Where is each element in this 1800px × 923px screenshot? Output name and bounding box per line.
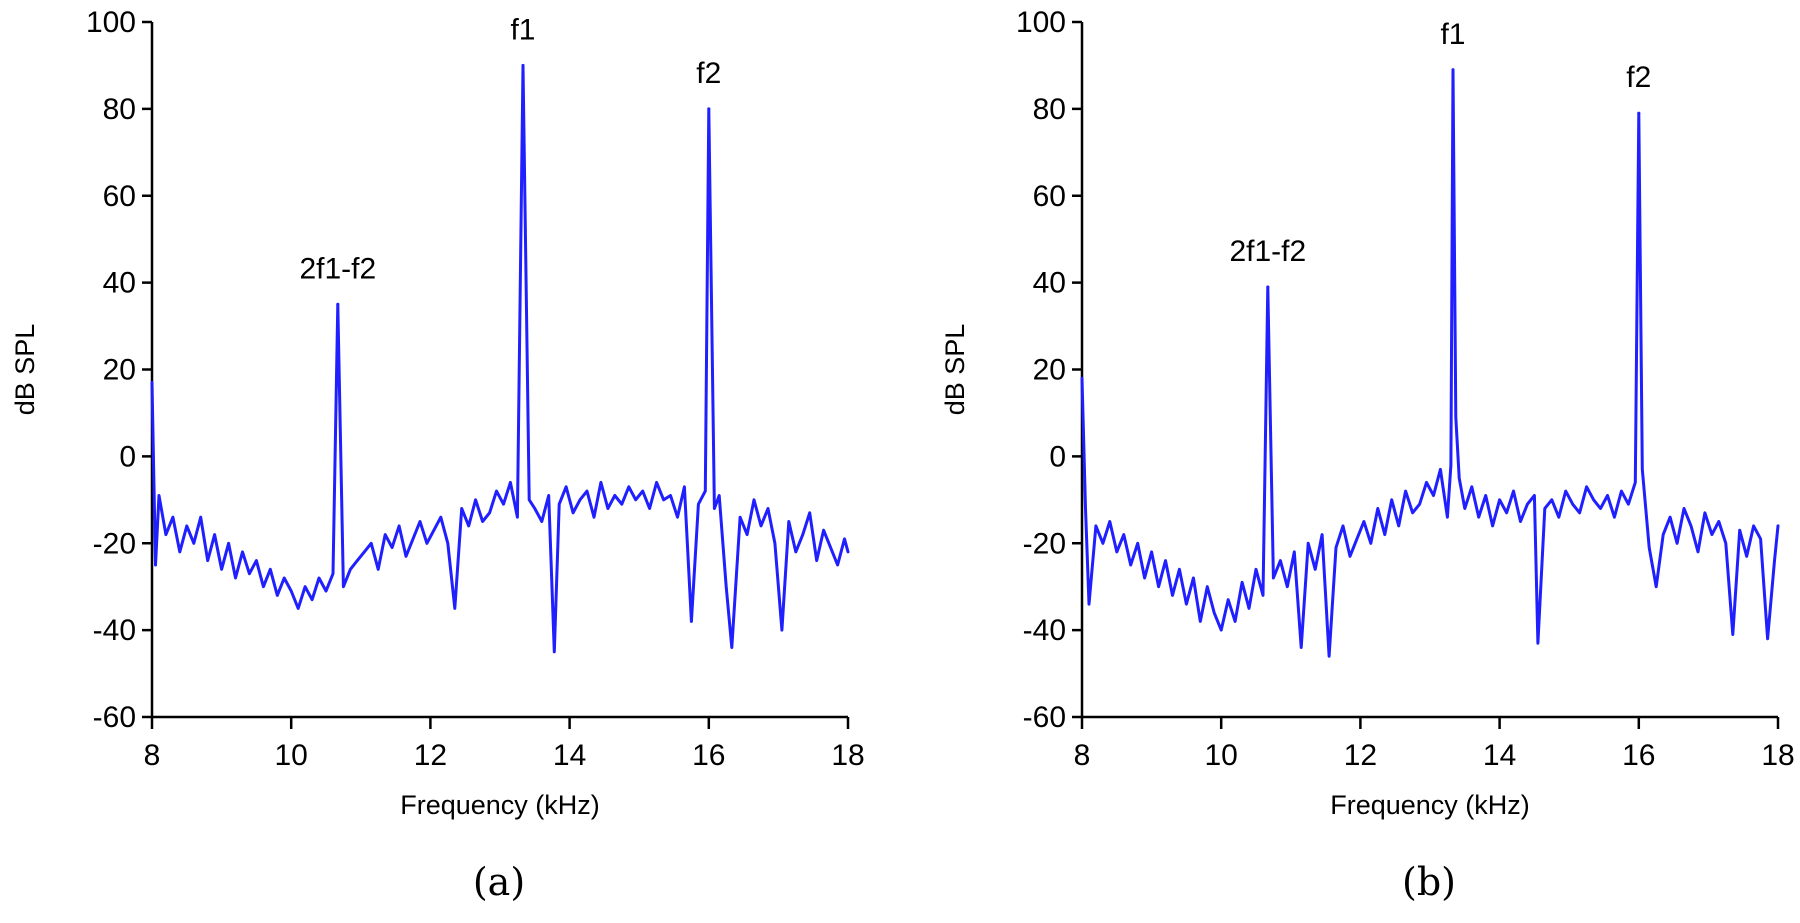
peak-annotation: 2f1-f2 xyxy=(299,252,376,285)
panel-label: (a) xyxy=(473,860,525,904)
y-tick-label: 20 xyxy=(103,354,136,387)
spectrum-line xyxy=(1080,68,1780,658)
y-axis-label: dB SPL xyxy=(10,324,40,416)
panel-label: (b) xyxy=(1402,860,1456,904)
peak-annotation: f2 xyxy=(1626,61,1651,94)
x-tick-label: 10 xyxy=(1205,739,1238,772)
x-tick-label: 12 xyxy=(1344,739,1377,772)
y-tick-label: -20 xyxy=(1023,527,1066,560)
y-tick-label: 80 xyxy=(103,93,136,126)
peak-point xyxy=(521,63,525,67)
y-tick-label: 60 xyxy=(1033,180,1066,213)
peak-point xyxy=(1637,111,1641,115)
peak-point xyxy=(707,107,711,111)
y-tick-label: 100 xyxy=(86,6,136,39)
x-tick-label: 18 xyxy=(1761,739,1794,772)
x-tick-label: 8 xyxy=(144,739,161,772)
peak-point xyxy=(1266,285,1270,289)
x-tick-label: 16 xyxy=(1622,739,1655,772)
y-tick-label: 40 xyxy=(103,267,136,300)
peak-point xyxy=(1080,376,1084,380)
y-tick-label: -60 xyxy=(93,701,136,734)
y-tick-label: -60 xyxy=(1023,701,1066,734)
y-tick-label: 0 xyxy=(119,440,136,473)
chart-panel-b: -60 -40 -20 0 20 40 60 80 100 8 10 12 14 16 18 Frequenc… xyxy=(940,6,1795,904)
y-tick-label: -20 xyxy=(93,527,136,560)
x-tick-label: 18 xyxy=(831,739,864,772)
peak-point xyxy=(1451,68,1455,72)
x-tick-label: 12 xyxy=(414,739,447,772)
x-tick-label: 16 xyxy=(692,739,725,772)
y-tick-label: 40 xyxy=(1033,267,1066,300)
y-tick-label: 80 xyxy=(1033,93,1066,126)
y-tick-label: -40 xyxy=(93,614,136,647)
x-tick-label: 8 xyxy=(1074,739,1091,772)
y-tick-label: 60 xyxy=(103,180,136,213)
peak-annotation: 2f1-f2 xyxy=(1229,235,1306,268)
peak-point xyxy=(336,302,340,306)
peak-annotation: f2 xyxy=(696,57,721,90)
peak-annotation: f1 xyxy=(1440,18,1465,51)
y-tick-label: -40 xyxy=(1023,614,1066,647)
x-axis-label: Frequency (kHz) xyxy=(1330,790,1530,820)
x-tick-label: 14 xyxy=(1483,739,1516,772)
y-tick-label: 100 xyxy=(1016,6,1066,39)
y-axis-label: dB SPL xyxy=(940,324,970,416)
peak-annotation: f1 xyxy=(510,13,535,46)
x-tick-label: 10 xyxy=(275,739,308,772)
chart-panel-a: -60 -40 -20 0 20 40 60 80 100 8 10 12 14 16 18 Frequenc… xyxy=(10,6,865,904)
spectrum-line xyxy=(150,63,850,654)
y-tick-label: 0 xyxy=(1049,440,1066,473)
peak-point xyxy=(150,381,154,385)
x-axis-label: Frequency (kHz) xyxy=(400,790,600,820)
y-tick-label: 20 xyxy=(1033,354,1066,387)
x-tick-label: 14 xyxy=(553,739,586,772)
